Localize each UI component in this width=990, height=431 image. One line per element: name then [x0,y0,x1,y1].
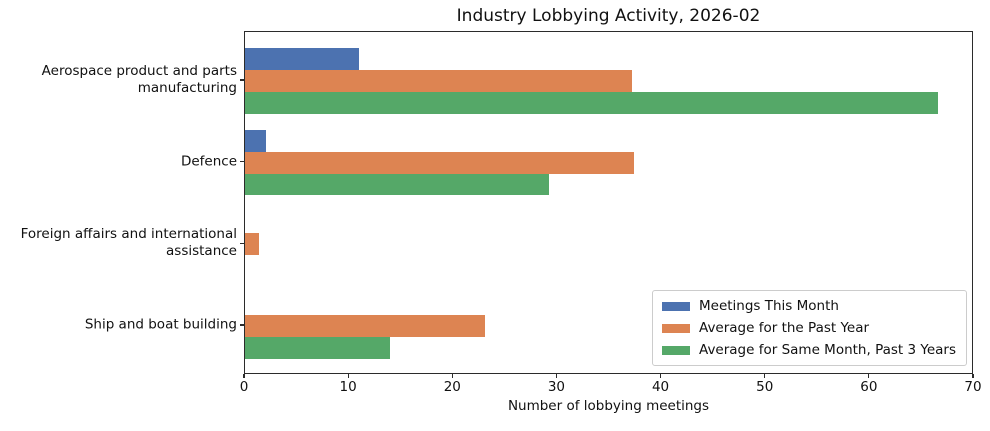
bar-meetings-this-month-defence [245,129,266,152]
x-tick-label: 70 [964,379,982,395]
bar-meetings-this-month-aerospace-product-and-parts [245,48,360,71]
bar-average-for-same-month-past-3-years-defence [245,173,550,196]
legend-item-meetings-this-month: Meetings This Month [662,298,956,314]
legend-swatch-icon [662,301,690,311]
bar-average-for-the-past-year-aerospace-product-and-parts [245,70,633,92]
x-tick-mark [659,374,662,378]
plot-area: Meetings This Month Average for the Past … [244,31,973,374]
bar-average-for-same-month-past-3-years-aerospace-product-and-parts [245,91,938,114]
x-tick-label: 20 [443,379,461,395]
x-tick-label: 60 [860,379,878,395]
y-category-label: Aerospace product and parts manufacturin… [41,63,237,96]
y-tick-mark [240,242,244,244]
x-axis-label: Number of lobbying meetings [507,398,710,414]
legend-swatch-icon [662,323,690,333]
legend-swatch-icon [662,345,690,355]
legend-item-average-for-same-month-past-3-years: Average for Same Month, Past 3 Years [662,342,956,358]
x-tick-mark [347,374,349,378]
bar-average-for-the-past-year-ship-and-boat-building [245,315,485,337]
legend-label: Average for the Past Year [699,320,870,336]
bar-average-for-the-past-year-foreign-affairs-and-international [245,233,259,256]
x-tick-mark [972,374,974,378]
chart-title: Industry Lobbying Activity, 2026-02 [456,6,761,26]
legend-label: Average for Same Month, Past 3 Years [699,342,956,358]
y-tick-mark [240,79,244,81]
y-tick-mark [240,161,244,163]
x-tick-label: 50 [756,379,774,395]
bar-average-for-the-past-year-defence [245,151,635,174]
y-category-label: Defence [180,153,237,170]
y-category-label: Ship and boat building [84,316,237,333]
x-tick-mark [555,374,558,378]
x-tick-mark [868,374,870,378]
x-tick-label: 40 [651,379,670,395]
y-category-label: Foreign affairs and international assist… [20,226,237,260]
x-tick-mark [451,374,453,378]
legend-item-average-for-the-past-year: Average for the Past Year [662,320,956,336]
bar-average-for-same-month-past-3-years-ship-and-boat-building [245,336,391,359]
legend: Meetings This Month Average for the Past … [652,290,967,366]
x-tick-label: 30 [547,379,566,395]
x-tick-label: 0 [239,379,249,395]
x-tick-label: 10 [339,379,357,395]
y-tick-mark [240,324,244,326]
x-tick-mark [764,374,766,378]
x-tick-mark [243,374,245,378]
legend-label: Meetings This Month [699,298,839,314]
